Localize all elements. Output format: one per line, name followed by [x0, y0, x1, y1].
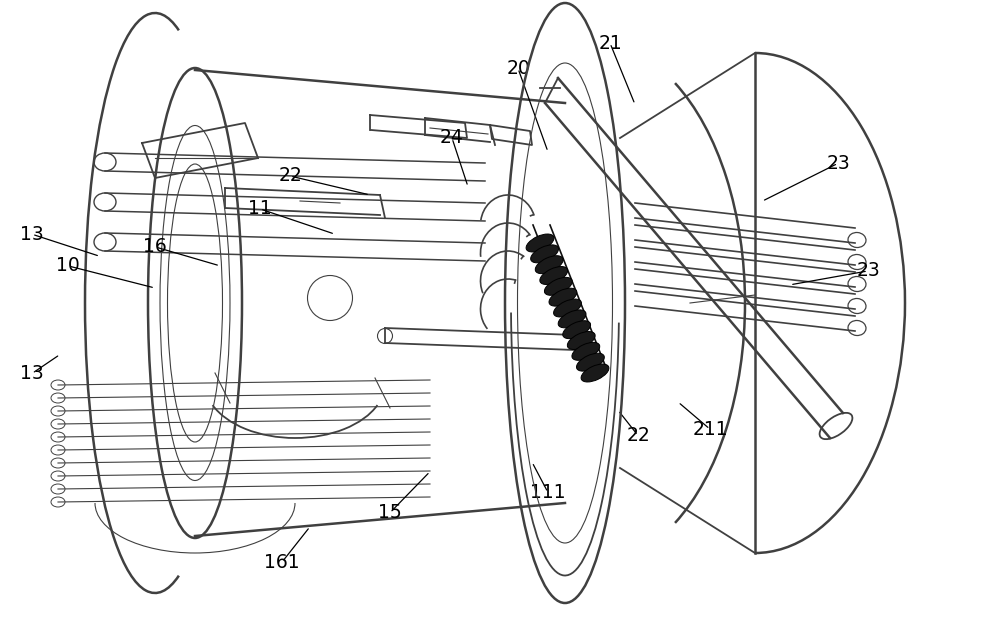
Text: 23: 23: [826, 154, 850, 173]
Text: 10: 10: [56, 256, 80, 275]
Text: 15: 15: [378, 503, 402, 522]
Ellipse shape: [535, 256, 563, 273]
Ellipse shape: [549, 288, 577, 306]
Text: 22: 22: [278, 166, 302, 185]
Text: 111: 111: [530, 483, 566, 502]
Ellipse shape: [572, 342, 600, 360]
Text: 20: 20: [506, 59, 530, 78]
Ellipse shape: [540, 266, 568, 284]
Ellipse shape: [531, 245, 558, 263]
Ellipse shape: [581, 364, 609, 382]
Ellipse shape: [554, 299, 581, 317]
Ellipse shape: [567, 332, 595, 349]
Text: 16: 16: [143, 237, 167, 256]
Text: 161: 161: [264, 553, 300, 572]
Text: 21: 21: [598, 34, 622, 53]
Text: 13: 13: [20, 225, 44, 244]
Text: 24: 24: [440, 128, 464, 147]
Ellipse shape: [544, 277, 572, 296]
Ellipse shape: [577, 353, 604, 371]
Text: 211: 211: [692, 420, 728, 439]
Ellipse shape: [526, 234, 554, 252]
Text: 11: 11: [248, 199, 272, 218]
Text: 13: 13: [20, 364, 44, 383]
Ellipse shape: [563, 321, 591, 339]
Ellipse shape: [558, 310, 586, 328]
Text: 23: 23: [856, 261, 880, 280]
Text: 22: 22: [626, 426, 650, 445]
